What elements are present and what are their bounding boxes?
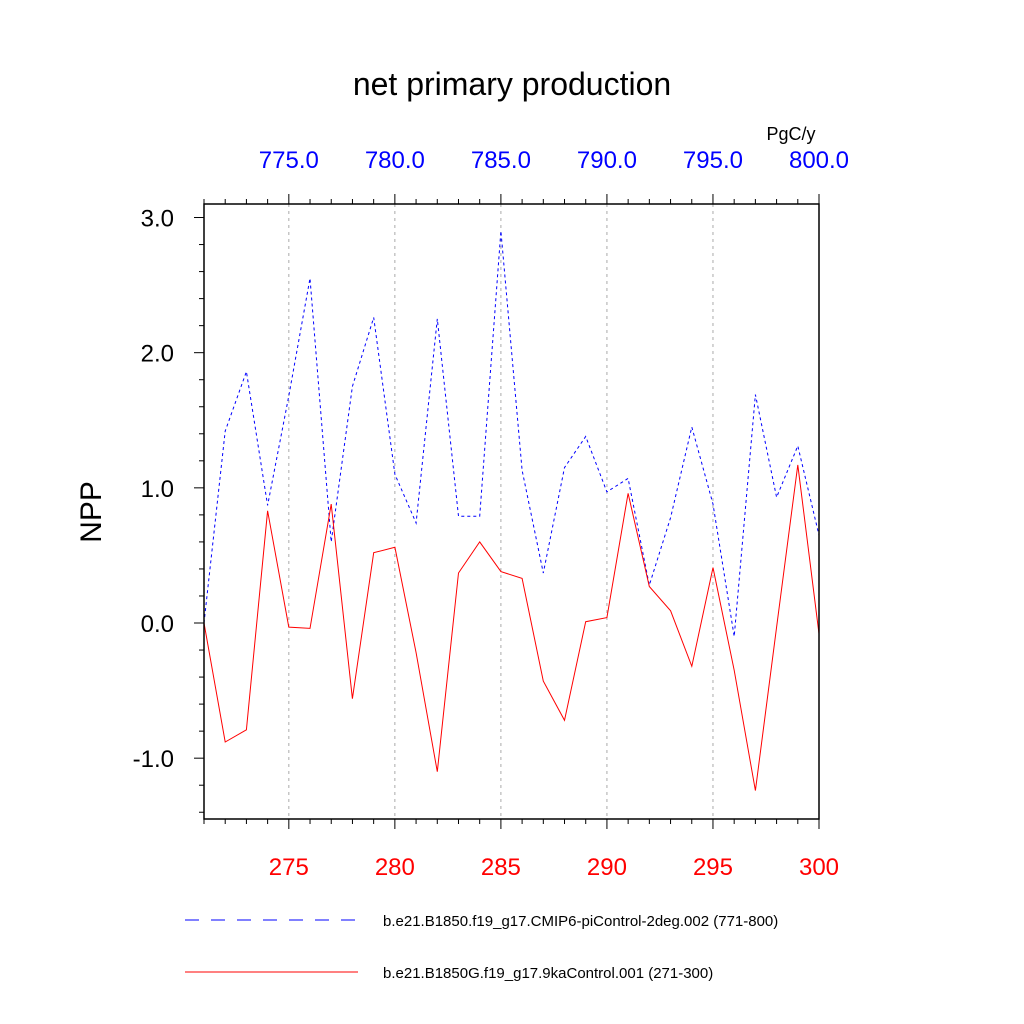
x-bottom-tick-label: 300 [799, 854, 839, 881]
x-top-tick-label: 775.0 [259, 147, 319, 174]
x-bottom-tick-label: 295 [693, 854, 733, 881]
x-top-tick-label: 785.0 [471, 147, 531, 174]
x-top-tick-label: 795.0 [683, 147, 743, 174]
plot-frame [203, 203, 820, 820]
axes: 275 280 285 290 295 300 775.0 780.0 785.0 790.0 79… [133, 147, 849, 881]
gridlines [288, 204, 714, 819]
x-bottom-tick-label: 275 [269, 854, 309, 881]
legend-label: b.e21.B1850.f19_g17.CMIP6-piControl-2deg… [383, 913, 778, 930]
y-tick-label: 3.0 [141, 206, 174, 233]
legend: b.e21.B1850.f19_g17.CMIP6-piControl-2deg… [185, 913, 778, 982]
x-top-tick-label: 780.0 [365, 147, 425, 174]
chart-title: net primary production [353, 66, 671, 102]
y-tick-label: 0.0 [141, 611, 174, 638]
x-bottom-tick-label: 285 [481, 854, 521, 881]
x-top-tick-label: 790.0 [577, 147, 637, 174]
y-axis-label: NPP [75, 481, 108, 543]
series-line-cmip6-picontrol [203, 230, 820, 637]
x-top-tick-label: 800.0 [789, 147, 849, 174]
legend-label: b.e21.B1850G.f19_g17.9kaControl.001 (271… [383, 965, 713, 982]
y-tick-label: 1.0 [141, 476, 174, 503]
series-lines [203, 230, 820, 791]
x-bottom-tick-label: 290 [587, 854, 627, 881]
series-line-9ka-control [203, 464, 820, 791]
y-tick-label: 2.0 [141, 341, 174, 368]
y-tick-label: -1.0 [133, 746, 174, 773]
units-label: PgC/y [766, 124, 815, 144]
x-bottom-tick-label: 280 [375, 854, 415, 881]
